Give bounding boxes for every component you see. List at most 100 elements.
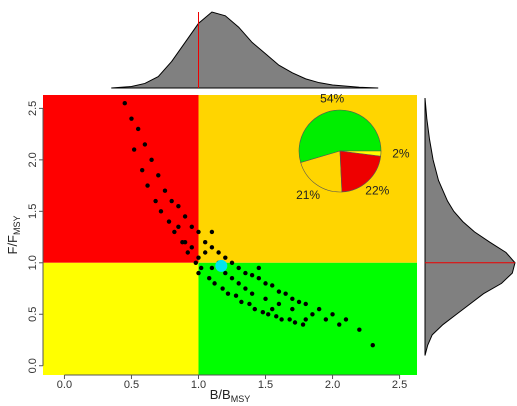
point bbox=[233, 293, 239, 298]
pie-label: 2% bbox=[392, 147, 410, 161]
point bbox=[176, 224, 181, 229]
point bbox=[142, 142, 148, 147]
pie-label: 21% bbox=[296, 188, 320, 202]
pie-label: 22% bbox=[365, 184, 389, 198]
quadrant bbox=[198, 95, 417, 263]
x-tick-label: 0.5 bbox=[124, 379, 139, 391]
point bbox=[370, 342, 375, 348]
point bbox=[176, 203, 181, 209]
point bbox=[252, 306, 257, 312]
point bbox=[209, 245, 215, 250]
point bbox=[209, 265, 215, 271]
point bbox=[243, 270, 248, 276]
point bbox=[274, 314, 279, 319]
pie-slice bbox=[300, 150, 343, 193]
y-tick-label: 2.5 bbox=[27, 101, 39, 116]
point bbox=[193, 260, 199, 265]
quadrant bbox=[43, 95, 199, 263]
point bbox=[323, 317, 329, 322]
point bbox=[156, 173, 161, 178]
y-tick-label: 2.0 bbox=[27, 152, 39, 167]
point bbox=[290, 296, 295, 302]
point bbox=[203, 240, 208, 245]
x-tick-label: 0.0 bbox=[57, 379, 72, 391]
top-density bbox=[111, 11, 379, 89]
pie-slice bbox=[339, 150, 382, 193]
point bbox=[216, 250, 221, 255]
point bbox=[229, 276, 235, 281]
point bbox=[303, 317, 308, 322]
point bbox=[122, 101, 127, 106]
point bbox=[256, 276, 262, 281]
point bbox=[337, 322, 342, 327]
point bbox=[225, 291, 231, 296]
point bbox=[153, 198, 158, 204]
point bbox=[270, 283, 275, 288]
point bbox=[243, 286, 248, 291]
pie-label: 54% bbox=[320, 92, 344, 106]
point bbox=[310, 312, 315, 317]
point bbox=[292, 320, 298, 325]
point bbox=[247, 301, 252, 307]
point bbox=[223, 270, 228, 276]
point bbox=[270, 306, 275, 312]
point bbox=[166, 219, 172, 224]
point bbox=[169, 198, 174, 204]
y-tick-label: 1.0 bbox=[27, 255, 39, 270]
point bbox=[343, 317, 349, 322]
point bbox=[357, 327, 362, 332]
point bbox=[330, 312, 335, 317]
point bbox=[135, 126, 141, 132]
point bbox=[189, 245, 194, 250]
pie-slice bbox=[339, 150, 382, 157]
point bbox=[145, 183, 150, 188]
point bbox=[209, 229, 215, 235]
point bbox=[263, 281, 268, 286]
point bbox=[260, 310, 266, 315]
point bbox=[207, 276, 212, 281]
point bbox=[182, 214, 188, 219]
point bbox=[229, 260, 235, 265]
point bbox=[287, 317, 292, 322]
point bbox=[158, 209, 164, 214]
y-label-main: F/F bbox=[5, 235, 20, 255]
y-label-sub: MSY bbox=[12, 215, 22, 235]
x-axis-label: B/BMSY bbox=[210, 387, 250, 404]
y-tick-label: 1.5 bbox=[27, 204, 39, 219]
point bbox=[279, 317, 284, 322]
y-tick-label: 0.5 bbox=[27, 307, 39, 322]
point bbox=[185, 250, 190, 255]
point bbox=[239, 299, 244, 305]
point bbox=[203, 250, 208, 255]
point bbox=[223, 255, 228, 260]
point bbox=[249, 291, 255, 296]
point bbox=[149, 157, 154, 163]
point bbox=[316, 306, 322, 312]
point bbox=[189, 224, 194, 229]
right-density bbox=[424, 98, 516, 356]
point bbox=[300, 322, 306, 327]
x-tick-label: 1.0 bbox=[191, 379, 206, 391]
centroid bbox=[215, 259, 228, 272]
x-label-main: B/B bbox=[210, 387, 231, 402]
point bbox=[296, 299, 302, 305]
point bbox=[290, 306, 295, 312]
point bbox=[276, 289, 282, 294]
point bbox=[283, 291, 288, 296]
point bbox=[196, 229, 201, 235]
point bbox=[196, 270, 201, 276]
y-axis-label: F/FMSY bbox=[5, 215, 22, 254]
point bbox=[196, 255, 201, 260]
point bbox=[182, 240, 188, 245]
point bbox=[220, 286, 225, 291]
point bbox=[276, 301, 282, 307]
x-label-sub: MSY bbox=[231, 394, 251, 404]
point bbox=[266, 312, 271, 317]
y-tick-label: 0.0 bbox=[27, 358, 39, 373]
point bbox=[129, 116, 134, 121]
point bbox=[162, 188, 168, 193]
x-tick-label: 2.0 bbox=[325, 379, 340, 391]
point bbox=[139, 167, 145, 173]
point bbox=[263, 296, 268, 302]
